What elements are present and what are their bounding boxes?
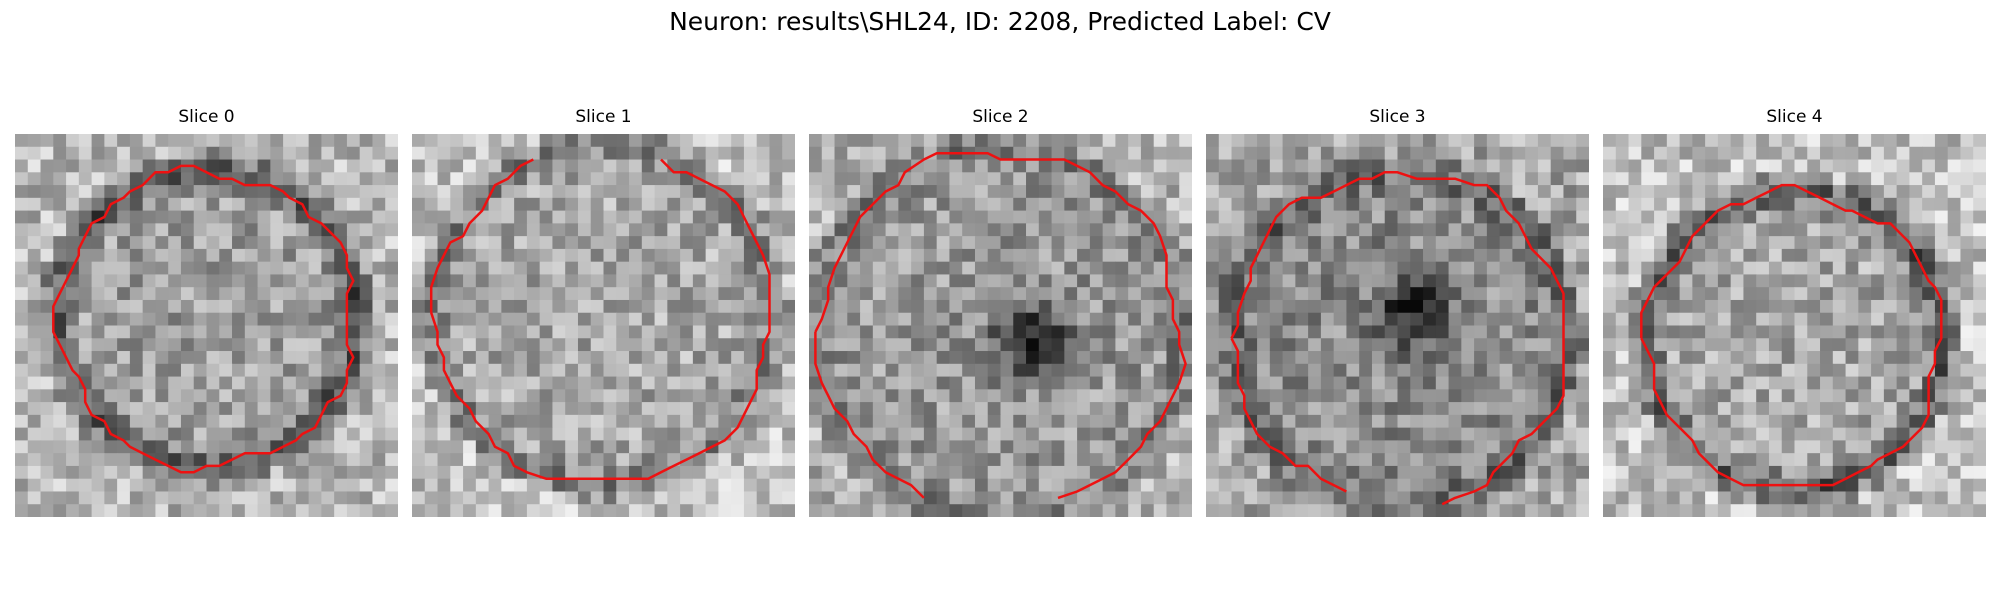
slice-svg-1 — [412, 134, 795, 517]
slice-panel-2: Slice 2 — [809, 106, 1192, 517]
pixel-grid — [15, 134, 398, 517]
contour-line — [1640, 183, 1943, 487]
slice-image-4 — [1603, 134, 1986, 517]
contour-line — [814, 151, 1187, 500]
pixel-grid — [1206, 134, 1589, 517]
slice-title-2: Slice 2 — [972, 107, 1029, 127]
pixel-grid — [412, 134, 795, 517]
slice-panel-0: Slice 0 — [15, 106, 398, 517]
slice-svg-2 — [809, 134, 1192, 517]
contour-line — [429, 158, 771, 480]
slice-title-0: Slice 0 — [178, 107, 235, 127]
slice-image-3 — [1206, 134, 1589, 517]
slice-panel-3: Slice 3 — [1206, 106, 1589, 517]
pixel-grid — [1603, 134, 1986, 517]
slice-svg-4 — [1603, 134, 1986, 517]
slice-title-4: Slice 4 — [1766, 107, 1823, 127]
slice-image-2 — [809, 134, 1192, 517]
slice-svg-3 — [1206, 134, 1589, 517]
contour-line — [52, 164, 355, 474]
figure-title: Neuron: results\SHL24, ID: 2208, Predict… — [669, 7, 1331, 36]
pixel-grid — [809, 134, 1192, 517]
slice-panel-1: Slice 1 — [412, 106, 795, 517]
contour-line — [1230, 171, 1565, 506]
slice-svg-0 — [15, 134, 398, 517]
slice-panel-4: Slice 4 — [1603, 106, 1986, 517]
slice-title-3: Slice 3 — [1369, 107, 1426, 127]
slice-image-0 — [15, 134, 398, 517]
slice-image-1 — [412, 134, 795, 517]
slice-title-1: Slice 1 — [575, 107, 632, 127]
